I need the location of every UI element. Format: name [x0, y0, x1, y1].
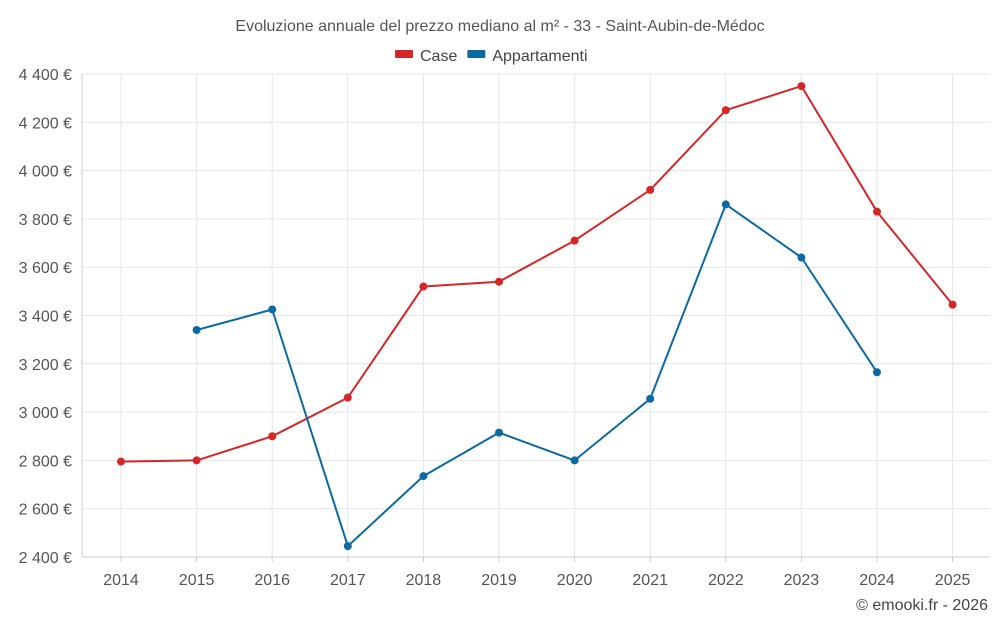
x-tick-label: 2014: [103, 572, 139, 589]
y-tick-label: 3 600 €: [19, 260, 72, 277]
y-tick-label: 2 800 €: [19, 453, 72, 470]
y-tick-label: 3 800 €: [19, 212, 72, 229]
x-tick-label: 2021: [632, 572, 668, 589]
data-point-case[interactable]: [721, 106, 730, 115]
x-tick-label: 2019: [481, 572, 517, 589]
data-point-case[interactable]: [570, 236, 579, 245]
legend-item-appartamenti[interactable]: Appartamenti: [467, 48, 588, 65]
data-point-appartamenti[interactable]: [268, 305, 277, 314]
series-layer: [117, 82, 957, 551]
data-point-appartamenti[interactable]: [419, 472, 428, 481]
data-point-appartamenti[interactable]: [570, 456, 579, 465]
data-point-case[interactable]: [117, 457, 125, 466]
legend: Case Appartamenti: [395, 48, 588, 65]
credit-text: © emooki.fr - 2026: [856, 597, 988, 614]
grid-layer: [82, 73, 990, 558]
data-point-case[interactable]: [268, 432, 277, 441]
series-line-case: [120, 85, 954, 463]
data-point-case[interactable]: [873, 207, 881, 216]
y-tick-label: 4 400 €: [19, 67, 72, 84]
chart-title: Evoluzione annuale del prezzo mediano al…: [235, 18, 764, 35]
y-tick-label: 3 000 €: [19, 405, 72, 422]
y-tick-label: 3 200 €: [19, 357, 72, 374]
data-point-case[interactable]: [343, 393, 352, 402]
legend-label-case: Case: [420, 48, 457, 65]
x-tick-label: 2020: [557, 572, 593, 589]
data-point-case[interactable]: [495, 277, 503, 286]
y-tick-label: 3 400 €: [19, 309, 72, 326]
data-point-case[interactable]: [192, 456, 201, 465]
axis-layer: 2 400 € 2 600 € 2 800 € 3 000 € 3 200 € 3 400…: [19, 67, 990, 589]
data-point-case[interactable]: [419, 282, 428, 291]
data-point-case[interactable]: [646, 185, 655, 194]
y-tick-label: 2 600 €: [19, 502, 72, 519]
x-tick-label: 2023: [784, 572, 820, 589]
legend-swatch-case: [395, 50, 413, 58]
x-tick-label: 2018: [406, 572, 442, 589]
data-point-case[interactable]: [797, 82, 806, 91]
data-point-appartamenti[interactable]: [495, 428, 503, 437]
x-tick-label: 2024: [859, 572, 895, 589]
x-tick-label: 2017: [330, 572, 366, 589]
data-point-appartamenti[interactable]: [646, 394, 655, 403]
data-point-appartamenti[interactable]: [192, 325, 201, 334]
data-point-case[interactable]: [948, 300, 957, 309]
y-tick-label: 4 000 €: [19, 164, 72, 181]
data-point-appartamenti[interactable]: [343, 542, 352, 551]
series-line-appartamenti: [196, 203, 878, 548]
legend-item-case[interactable]: Case: [395, 48, 457, 65]
x-tick-label: 2022: [708, 572, 744, 589]
x-tick-label: 2016: [254, 572, 290, 589]
y-tick-label: 4 200 €: [19, 115, 72, 132]
data-point-appartamenti[interactable]: [721, 200, 730, 209]
y-tick-label: 2 400 €: [19, 550, 72, 567]
x-tick-label: 2025: [935, 572, 971, 589]
legend-swatch-appartamenti: [467, 50, 486, 58]
data-point-appartamenti[interactable]: [873, 368, 881, 377]
x-tick-label: 2015: [179, 572, 215, 589]
legend-label-appartamenti: Appartamenti: [492, 48, 587, 65]
data-point-appartamenti[interactable]: [797, 253, 806, 262]
